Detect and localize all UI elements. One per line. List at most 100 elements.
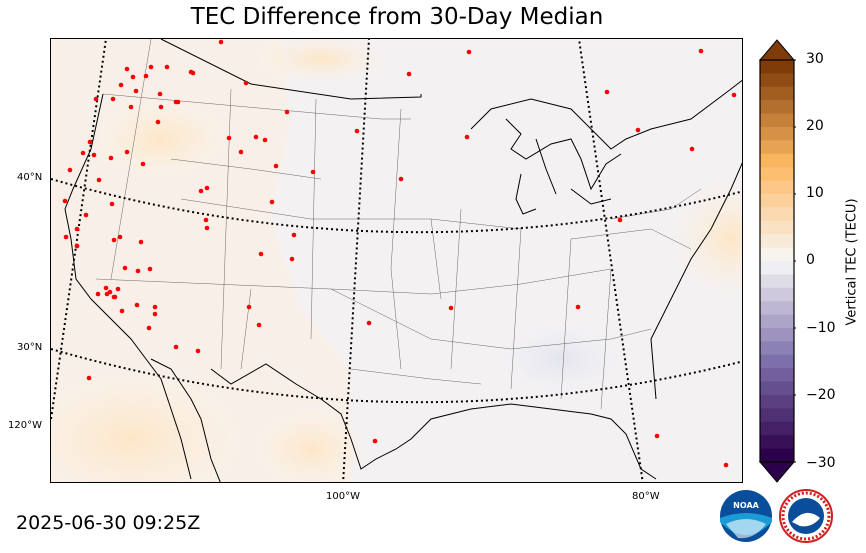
station-marker	[203, 217, 209, 223]
station-marker	[204, 185, 210, 191]
colorbar-bin	[760, 287, 794, 302]
station-marker	[124, 149, 130, 155]
station-marker	[575, 304, 581, 310]
station-marker	[723, 462, 729, 468]
colorbar-bin	[760, 341, 794, 356]
station-marker	[119, 308, 125, 314]
coastlines	[64, 39, 742, 482]
station-marker	[95, 291, 101, 297]
station-marker	[604, 89, 610, 95]
station-marker	[354, 128, 360, 134]
cool-anomaly-southeast	[501, 324, 621, 394]
station-marker	[218, 39, 224, 45]
colorbar-bin	[760, 314, 794, 329]
station-marker	[138, 239, 144, 245]
station-marker	[310, 169, 316, 175]
station-marker	[147, 266, 153, 272]
state-borders	[95, 39, 702, 410]
station-marker	[135, 268, 141, 274]
station-marker	[103, 285, 109, 291]
colorbar-bin	[760, 395, 794, 409]
station-marker	[195, 348, 201, 354]
colorbar-scale	[758, 39, 798, 483]
agency-logos: NOAA	[718, 488, 838, 548]
noaa-logo: NOAA	[720, 490, 772, 542]
station-marker	[204, 225, 210, 231]
colorbar-bin	[760, 328, 794, 342]
colorbar-bin	[760, 220, 794, 235]
station-marker	[284, 109, 290, 115]
station-marker	[256, 322, 262, 328]
station-marker	[148, 64, 154, 70]
colorbar-min-arrow	[758, 461, 796, 483]
station-marker	[262, 137, 268, 143]
station-marker	[93, 96, 99, 102]
colorbar	[758, 38, 798, 484]
station-marker	[689, 146, 695, 152]
station-marker	[372, 438, 378, 444]
warm-anomaly-northeast	[671, 179, 742, 299]
lat-label-30n: 30°N	[17, 342, 43, 353]
colorbar-bin	[760, 194, 794, 208]
station-marker	[115, 286, 121, 292]
colorbar-max-arrow	[758, 39, 796, 61]
station-marker	[111, 294, 117, 300]
station-marker	[173, 344, 179, 350]
station-marker	[226, 135, 232, 141]
station-marker	[152, 311, 158, 317]
station-marker	[130, 74, 136, 80]
station-marker	[289, 256, 295, 262]
station-marker	[108, 155, 114, 161]
station-marker	[74, 226, 80, 232]
noaa-logo-text: NOAA	[733, 501, 759, 510]
station-marker	[63, 234, 69, 240]
station-marker	[366, 320, 372, 326]
station-marker	[91, 152, 97, 158]
station-marker	[83, 212, 89, 218]
station-marker	[158, 104, 164, 110]
station-marker	[80, 150, 86, 156]
station-marker	[109, 201, 115, 207]
station-marker	[67, 167, 73, 173]
gnss-stations	[62, 39, 737, 468]
station-marker	[273, 163, 279, 169]
colorbar-bin	[760, 435, 794, 450]
station-marker	[398, 176, 404, 182]
national-weather-service-logo	[779, 489, 833, 543]
station-marker	[104, 291, 110, 297]
colorbar-tick-30: 30	[806, 51, 824, 67]
station-marker	[464, 134, 470, 140]
colorbar-bin	[760, 381, 794, 396]
station-marker	[448, 305, 454, 311]
station-marker	[134, 302, 140, 308]
station-marker	[111, 237, 117, 243]
station-marker	[118, 82, 124, 88]
station-marker	[269, 199, 275, 205]
station-marker	[128, 104, 134, 110]
colorbar-bin	[760, 127, 794, 141]
station-marker	[253, 134, 259, 140]
station-marker	[152, 304, 158, 310]
station-marker	[143, 73, 149, 79]
colorbar-tick-neg30: −30	[806, 455, 836, 471]
station-marker	[155, 119, 161, 125]
tec-map	[50, 38, 743, 483]
colorbar-tick-neg10: −10	[806, 320, 836, 336]
map-canvas	[51, 39, 742, 482]
colorbar-bin	[760, 247, 794, 262]
station-marker	[74, 243, 80, 249]
colorbar-bin	[760, 354, 794, 369]
colorbar-bin	[760, 140, 794, 155]
colorbar-bin	[760, 368, 794, 383]
station-marker	[164, 64, 170, 70]
station-marker	[190, 70, 196, 76]
colorbar-tick-neg20: −20	[806, 387, 836, 403]
colorbar-bin	[760, 261, 794, 275]
warm-anomaly-mexico	[51, 369, 251, 482]
station-marker	[124, 66, 130, 72]
colorbar-bin	[760, 73, 794, 88]
colorbar-tick-10: 10	[806, 185, 824, 201]
colorbar-bin	[760, 153, 794, 168]
colorbar-bin	[760, 180, 794, 195]
station-marker	[635, 127, 641, 133]
